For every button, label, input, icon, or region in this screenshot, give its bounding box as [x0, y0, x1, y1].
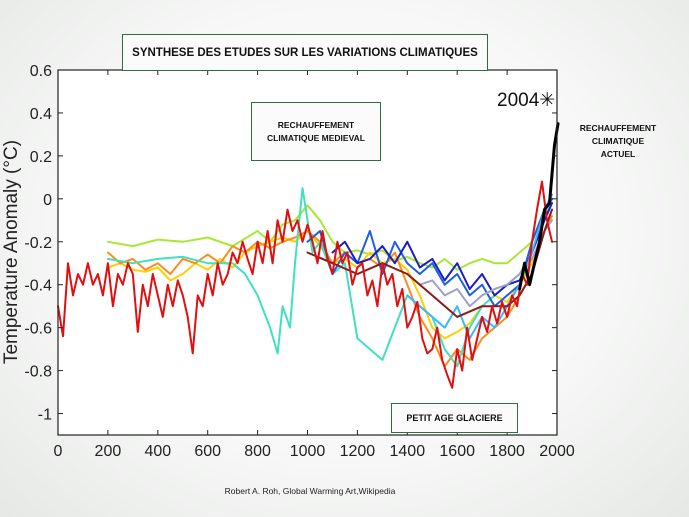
source-credit: Robert A. Roh, Global Warming Art,Wikipe…: [224, 486, 396, 496]
x-tick-label-1800: 1800: [489, 443, 525, 460]
x-tick-label-200: 200: [95, 443, 122, 460]
series-line-5: [331, 202, 553, 297]
annotation-actuel-line-3: ACTUEL: [600, 149, 636, 159]
series-layer: [57, 122, 560, 389]
y-tick-label-8: -1: [38, 407, 52, 424]
y-tick-label-0: 0.6: [30, 63, 52, 80]
marker-2004-text: 2004: [497, 90, 540, 111]
series-line-10: [518, 122, 560, 291]
annotation-medieval-line-2: CLIMATIQUE MEDIEVAL: [267, 132, 365, 143]
y-tick-label-3: 0: [43, 192, 52, 209]
x-tick-label-800: 800: [244, 443, 271, 460]
x-tick-label-0: 0: [54, 443, 63, 460]
y-tick-label-5: -0.4: [24, 278, 52, 295]
chart-title: SYNTHESE DES ETUDES SUR LES VARIATIONS C…: [122, 34, 488, 71]
annotation-actuel-line-2: CLIMATIQUE: [591, 136, 645, 146]
y-tick-label-2: 0.2: [30, 149, 52, 166]
y-tick-label-6: -0.6: [24, 321, 52, 338]
annotation-actuel-line-1: RECHAUFFEMENT: [579, 123, 657, 133]
x-tick-label-1400: 1400: [390, 443, 426, 460]
x-tick-label-2000: 2000: [539, 443, 575, 460]
y-tick-label-7: -0.8: [24, 364, 52, 381]
y-tick-label-4: -0.2: [24, 235, 52, 252]
annotation-current-warming: RECHAUFFEMENT CLIMATIQUE ACTUEL: [568, 122, 668, 161]
y-tick-label-1: 0.4: [30, 106, 52, 123]
annotation-medieval-warming: RECHAUFFEMENT CLIMATIQUE MEDIEVAL: [251, 102, 381, 161]
series-line-4: [306, 197, 553, 308]
axes-layer: 0 200 400 600 800 1000 1200 1400 1600 1800 2000 0.6…: [24, 63, 574, 460]
series-line-3: [106, 187, 553, 368]
x-tick-label-1000: 1000: [290, 443, 326, 460]
annotation-little-ice-age: PETIT AGE GLACIERE: [391, 403, 518, 433]
series-line-7: [406, 219, 553, 308]
x-tick-label-1600: 1600: [439, 443, 475, 460]
x-tick-label-1200: 1200: [340, 443, 376, 460]
annotation-medieval-line-1: RECHAUFFEMENT: [277, 119, 355, 130]
x-tick-label-400: 400: [144, 443, 171, 460]
series-line-9: [57, 180, 553, 389]
x-tick-label-600: 600: [194, 443, 221, 460]
y-axis-label-text: Temperature Anomaly (°C): [1, 139, 22, 365]
asterisk-icon: ✳: [539, 90, 556, 111]
marker-2004-label: 2004✳: [497, 89, 555, 112]
